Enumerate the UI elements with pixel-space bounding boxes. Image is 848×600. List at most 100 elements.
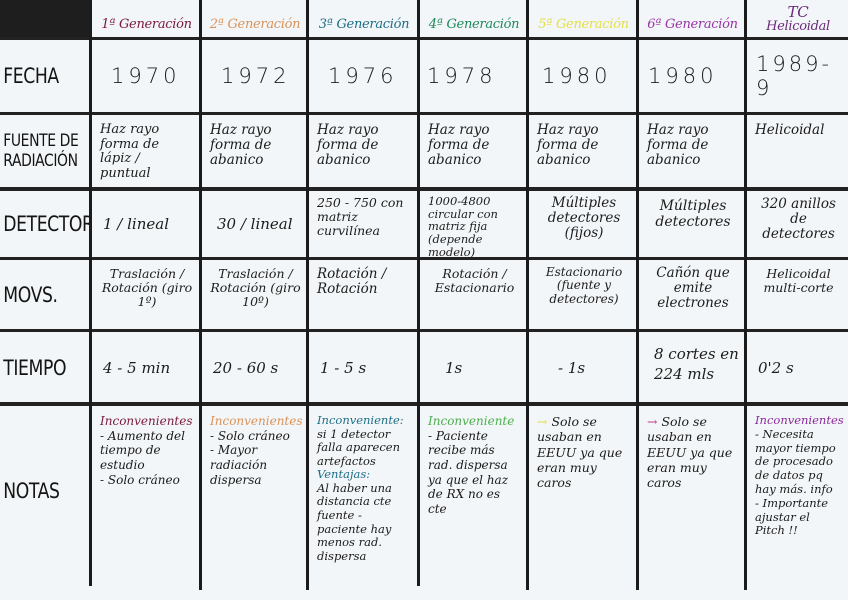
cell-tiempo-1: 4 - 5 min <box>103 358 171 377</box>
row-label-fuente-line1: Fuente de <box>3 130 79 151</box>
cell-fecha-3: 1976 <box>328 63 398 88</box>
cell-fecha-2: 1972 <box>221 63 291 88</box>
cell-tiempo-6: 8 cortes en 224 mls <box>654 345 739 383</box>
header-helicoidal-label: Helicoidal <box>766 19 830 35</box>
notas-5-item-1: Solo se usaban en EEUU ya que eran muy c… <box>537 414 623 490</box>
cell-fuente-4: Haz rayo forma de abanico <box>428 122 490 169</box>
cell-detector-1: 1 / lineal <box>103 215 170 234</box>
notas-tc-heading: Inconvenientes <box>755 413 844 427</box>
cell-detector-4: 1000-4800 circular con matriz fija (depe… <box>428 194 498 258</box>
cell-tiempo-5: - 1s <box>558 358 586 377</box>
cell-fuente-3: Haz rayo forma de abanico <box>317 122 379 169</box>
header-gen-2: 2ª Generación <box>203 0 307 38</box>
notas-1-item-2: - Solo cráneo <box>100 472 180 487</box>
cell-tiempo-4: 1s <box>445 358 463 377</box>
header-gen-2-label: 2ª Generación <box>209 17 301 32</box>
header-gen-1: 1ª Generación <box>93 0 200 38</box>
cell-notas-3: Inconveniente: si 1 detector falla apare… <box>310 406 418 586</box>
header-tc-helicoidal: TC Helicoidal <box>748 0 848 38</box>
cell-notas-4: Inconveniente - Paciente recibe más rad.… <box>421 406 527 586</box>
row-label-tiempo: Tiempo <box>0 333 90 403</box>
notas-6-item-1: Solo se usaban en EEUU ya que eran muy c… <box>647 414 733 490</box>
cell-fecha-5: 1980 <box>542 63 612 88</box>
cell-fecha-1: 1970 <box>111 63 181 88</box>
notas-3-heading-ventajas: Ventajas: <box>317 467 371 482</box>
header-gen-3-label: 3ª Generación <box>318 17 410 32</box>
cell-detector-3: 250 - 750 con matriz curvilínea <box>317 195 404 238</box>
notas-3-ventajas-item: Al haber una distancia cte fuente - paci… <box>317 480 392 563</box>
cell-fecha-6: 1980 <box>648 63 718 88</box>
cell-fuente-tc: Helicoidal <box>755 122 825 138</box>
cell-movs-4: Rotación / Estacionario <box>434 266 515 295</box>
header-tc-label: TC <box>787 2 809 21</box>
cell-movs-1: Traslación / Rotación (giro 1º) <box>101 266 193 309</box>
notas-2-heading: Inconvenientes <box>210 414 303 428</box>
row-label-tiempo-text: Tiempo <box>3 355 67 380</box>
notas-5-arrow-icon: → <box>537 414 548 429</box>
cell-notas-1: Inconvenientes - Aumento del tiempo de e… <box>93 406 200 586</box>
grid-line-v0 <box>89 0 92 586</box>
cell-notas-5: → Solo se usaban en EEUU ya que eran muy… <box>530 406 637 586</box>
grid-line-h2 <box>0 112 848 115</box>
header-gen-4-label: 4ª Generación <box>428 17 520 32</box>
cell-fecha-4: 1978 <box>427 63 497 88</box>
cell-fuente-6: Haz rayo forma de abanico <box>647 122 709 169</box>
grid-line-h3 <box>0 187 848 191</box>
notas-3-item-1: si 1 detector falla aparecen artefactos <box>317 426 401 468</box>
cell-fuente-5: Haz rayo forma de abanico <box>537 122 599 169</box>
grid-line-v6 <box>744 0 747 590</box>
grid-line-h6 <box>0 402 848 406</box>
row-label-movs: Movs. <box>0 261 90 330</box>
notas-1-heading: Inconvenientes <box>100 414 193 428</box>
row-label-notas-text: Notas <box>3 478 60 503</box>
cell-detector-2: 30 / lineal <box>217 215 293 234</box>
row-label-movs-text: Movs. <box>3 283 58 308</box>
grid-line-h4 <box>0 257 848 260</box>
row-label-detector-text: Detector <box>3 212 91 237</box>
cell-movs-tc: Helicoidal multi-corte <box>763 266 834 295</box>
cell-tiempo-3: 1 - 5 s <box>320 358 367 377</box>
notas-2-item-1: - Solo cráneo <box>210 428 290 443</box>
notas-3-heading: Inconveniente: <box>317 413 404 427</box>
header-gen-6: 6ª Generación <box>640 0 745 38</box>
header-gen-6-label: 6ª Generación <box>647 17 738 32</box>
row-label-fecha: Fecha <box>0 41 90 112</box>
grid-line-v3 <box>417 0 420 586</box>
cell-detector-5: Múltiples detectores (fijos) <box>547 195 621 242</box>
row-label-detector: Detector <box>0 191 90 258</box>
row-label-fecha-text: Fecha <box>3 64 59 89</box>
row-label-fuente: Fuente de Radiación <box>0 115 90 188</box>
header-gen-1-label: 1ª Generación <box>101 17 192 32</box>
header-gen-3: 3ª Generación <box>310 0 418 38</box>
header-gen-4: 4ª Generación <box>421 0 527 38</box>
grid-line-v4 <box>526 0 529 590</box>
cell-detector-6: Múltiples detectores <box>655 198 731 230</box>
cell-fuente-1: Haz rayo forma de lápiz / puntual <box>100 122 160 181</box>
grid-line-v1 <box>199 0 202 590</box>
grid-line-v2 <box>306 0 309 590</box>
notas-4-item-1: - Paciente recibe más rad. dispersa ya q… <box>428 428 509 516</box>
cell-movs-3: Rotación / Rotación <box>317 266 387 298</box>
cell-notas-6: → Solo se usaban en EEUU ya que eran muy… <box>640 406 745 586</box>
cell-notas-tc: Inconvenientes - Necesita mayor tiempo d… <box>748 406 848 586</box>
cell-fecha-tc: 1989-9 <box>756 51 833 100</box>
notas-tc-item-2: - Importante ajustar el Pitch !! <box>755 495 829 538</box>
cell-tiempo-2: 20 - 60 s <box>213 358 279 377</box>
notas-4-heading: Inconveniente <box>428 414 515 428</box>
cell-notas-2: Inconvenientes - Solo cráneo - Mayor rad… <box>203 406 307 586</box>
header-gen-5-label: 5ª Generación <box>538 17 629 32</box>
cell-movs-2: Traslación / Rotación (giro 10º) <box>210 266 301 309</box>
cell-tiempo-tc: 0'2 s <box>758 358 794 377</box>
corner-blacked-out-cell <box>0 0 92 38</box>
header-gen-5: 5ª Generación <box>530 0 637 38</box>
row-label-notas: Notas <box>0 406 90 576</box>
cell-detector-tc: 320 anillos de detectores <box>761 196 836 243</box>
row-label-fuente-line2: Radiación <box>3 150 78 171</box>
cell-movs-5: Estacionario (fuente y detectores) <box>545 265 623 306</box>
grid-line-h5 <box>0 329 848 332</box>
notas-2-item-2: - Mayor radiación dispersa <box>210 443 268 487</box>
cell-fuente-2: Haz rayo forma de abanico <box>210 122 272 169</box>
grid-line-v5 <box>636 0 639 590</box>
cell-movs-6: Cañón que emite electrones <box>656 265 730 312</box>
